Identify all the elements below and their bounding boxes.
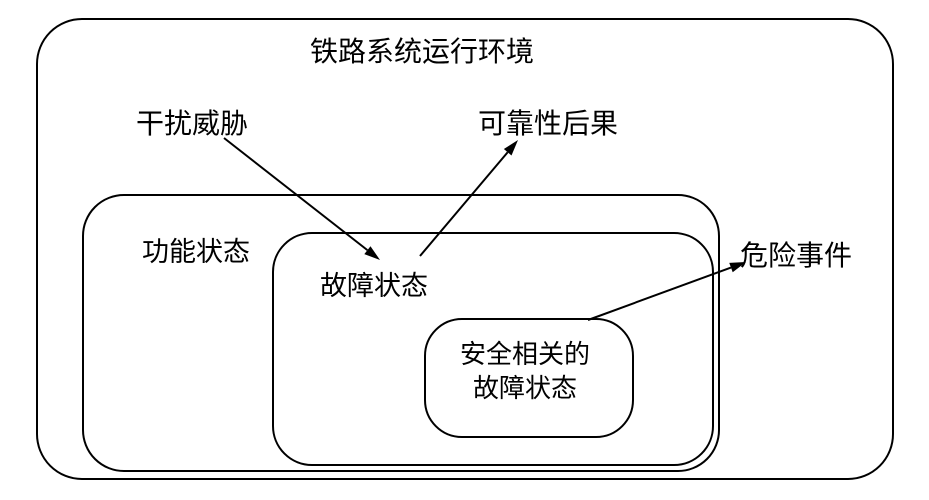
innermost-label-line2: 故障状态: [473, 374, 577, 403]
hazard-label: 危险事件: [740, 234, 852, 274]
inner-box-label: 故障状态: [320, 264, 428, 303]
nested-box-diagram: 铁路系统运行环境 功能状态 故障状态 安全相关的 故障状态 干扰威胁 可靠性后果…: [0, 0, 929, 500]
middle-box-label: 功能状态: [142, 230, 250, 269]
disturbance-label: 干扰威胁: [136, 102, 248, 142]
outer-box-label: 铁路系统运行环境: [310, 30, 534, 70]
reliability-label: 可靠性后果: [478, 102, 618, 142]
innermost-box-label: 安全相关的 故障状态: [460, 338, 590, 406]
innermost-label-line1: 安全相关的: [460, 340, 590, 369]
